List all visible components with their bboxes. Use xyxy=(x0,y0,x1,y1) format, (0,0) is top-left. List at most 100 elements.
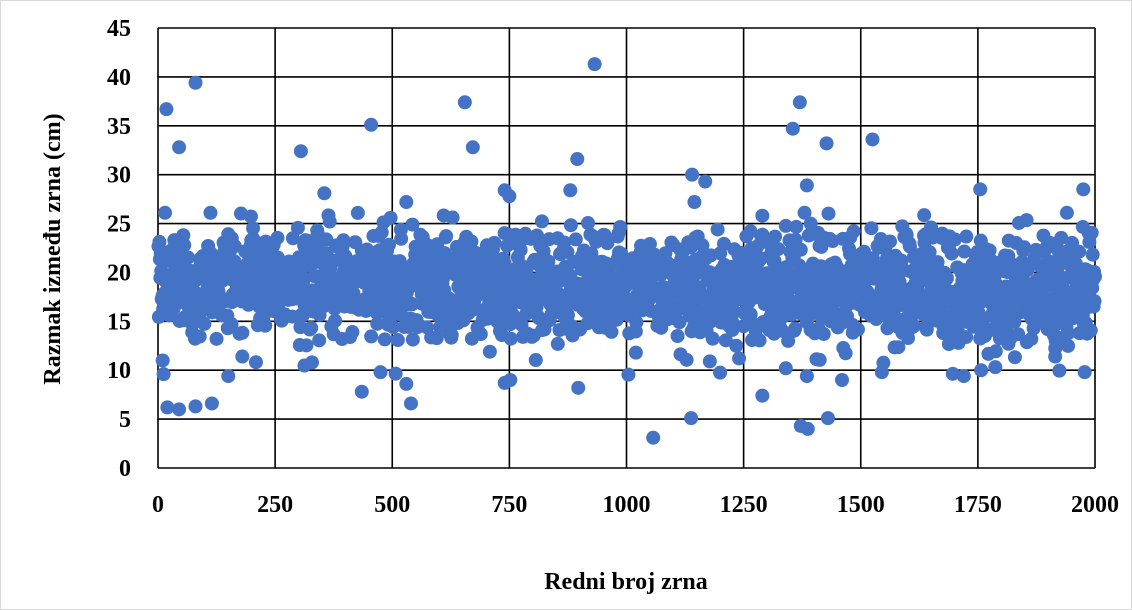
data-point xyxy=(1052,363,1067,378)
data-point xyxy=(439,229,454,244)
outlier-point xyxy=(158,205,173,220)
outlier-point xyxy=(155,353,170,368)
data-point xyxy=(192,329,207,344)
data-point xyxy=(670,328,685,343)
data-point xyxy=(459,229,474,244)
x-tick-label: 1250 xyxy=(720,492,768,518)
data-point xyxy=(902,239,917,254)
data-point xyxy=(310,223,325,238)
x-tick-label: 1750 xyxy=(954,492,1002,518)
data-point xyxy=(258,318,273,333)
data-point xyxy=(1020,263,1035,278)
data-point xyxy=(988,360,1003,375)
data-point xyxy=(850,322,865,337)
outlier-point xyxy=(571,380,586,395)
data-point xyxy=(1019,213,1034,228)
data-point xyxy=(405,332,420,347)
data-point xyxy=(209,331,224,346)
data-point xyxy=(1075,219,1090,234)
data-point xyxy=(568,232,583,247)
data-point xyxy=(377,332,392,347)
data-point xyxy=(436,208,451,223)
data-point xyxy=(312,333,327,348)
outlier-point xyxy=(457,95,472,110)
data-point xyxy=(907,318,922,333)
x-tick-label: 250 xyxy=(257,492,293,518)
data-point xyxy=(328,313,343,328)
data-point xyxy=(1085,247,1100,262)
data-point xyxy=(376,215,391,230)
data-point xyxy=(370,316,385,331)
data-point xyxy=(812,352,827,367)
data-point xyxy=(235,325,250,340)
data-point xyxy=(672,315,687,330)
data-point xyxy=(793,242,808,257)
x-tick-label: 500 xyxy=(374,492,410,518)
data-point xyxy=(838,346,853,361)
data-point xyxy=(713,365,728,380)
y-tick-label: 35 xyxy=(107,114,131,140)
data-point xyxy=(811,225,826,240)
outlier-point xyxy=(924,220,939,235)
data-point xyxy=(497,226,512,241)
outlier-point xyxy=(502,189,517,204)
data-point xyxy=(1061,326,1076,341)
y-tick-label: 10 xyxy=(107,358,131,384)
data-point xyxy=(821,206,836,221)
outlier-point xyxy=(685,167,700,182)
data-point xyxy=(405,217,420,232)
data-point xyxy=(788,321,803,336)
outlier-point xyxy=(820,411,835,426)
data-point xyxy=(988,344,1003,359)
data-point xyxy=(1054,230,1069,245)
data-point xyxy=(882,234,897,249)
x-tick-label: 1000 xyxy=(603,492,651,518)
data-point xyxy=(336,233,351,248)
data-point xyxy=(864,221,879,236)
data-point xyxy=(942,229,957,244)
outlier-point xyxy=(819,136,834,151)
outlier-point xyxy=(1048,349,1063,364)
outlier-point xyxy=(235,349,250,364)
data-point xyxy=(388,366,403,381)
data-point xyxy=(771,241,786,256)
data-point xyxy=(710,222,725,237)
data-point xyxy=(1017,240,1032,255)
outlier-point xyxy=(684,411,699,426)
data-point xyxy=(827,305,842,320)
data-point xyxy=(1001,336,1016,351)
outlier-point xyxy=(403,396,418,411)
data-point xyxy=(444,328,459,343)
outlier-point xyxy=(785,121,800,136)
data-point xyxy=(1001,233,1016,248)
data-point xyxy=(304,320,319,335)
outlier-point xyxy=(799,369,814,384)
outlier-point xyxy=(399,195,414,210)
data-point xyxy=(1007,350,1022,365)
data-point xyxy=(944,246,959,261)
data-point xyxy=(350,205,365,220)
data-point xyxy=(1088,269,1102,284)
data-point xyxy=(846,224,861,239)
data-point xyxy=(386,320,401,335)
outlier-point xyxy=(797,205,812,220)
data-point xyxy=(560,308,575,323)
data-point xyxy=(901,331,916,346)
data-point xyxy=(705,331,720,346)
outlier-point xyxy=(956,369,971,384)
data-point xyxy=(290,220,305,235)
outlier-point xyxy=(399,376,414,391)
data-point xyxy=(816,326,831,341)
data-point xyxy=(716,236,731,251)
data-point xyxy=(629,315,644,330)
outlier-point xyxy=(373,365,388,380)
data-point xyxy=(541,254,556,269)
data-point xyxy=(581,216,596,231)
data-point xyxy=(381,237,396,252)
data-point xyxy=(919,322,934,337)
data-point xyxy=(959,229,974,244)
y-tick-label: 30 xyxy=(107,163,131,189)
outlier-point xyxy=(974,363,989,378)
outlier-point xyxy=(587,57,602,72)
